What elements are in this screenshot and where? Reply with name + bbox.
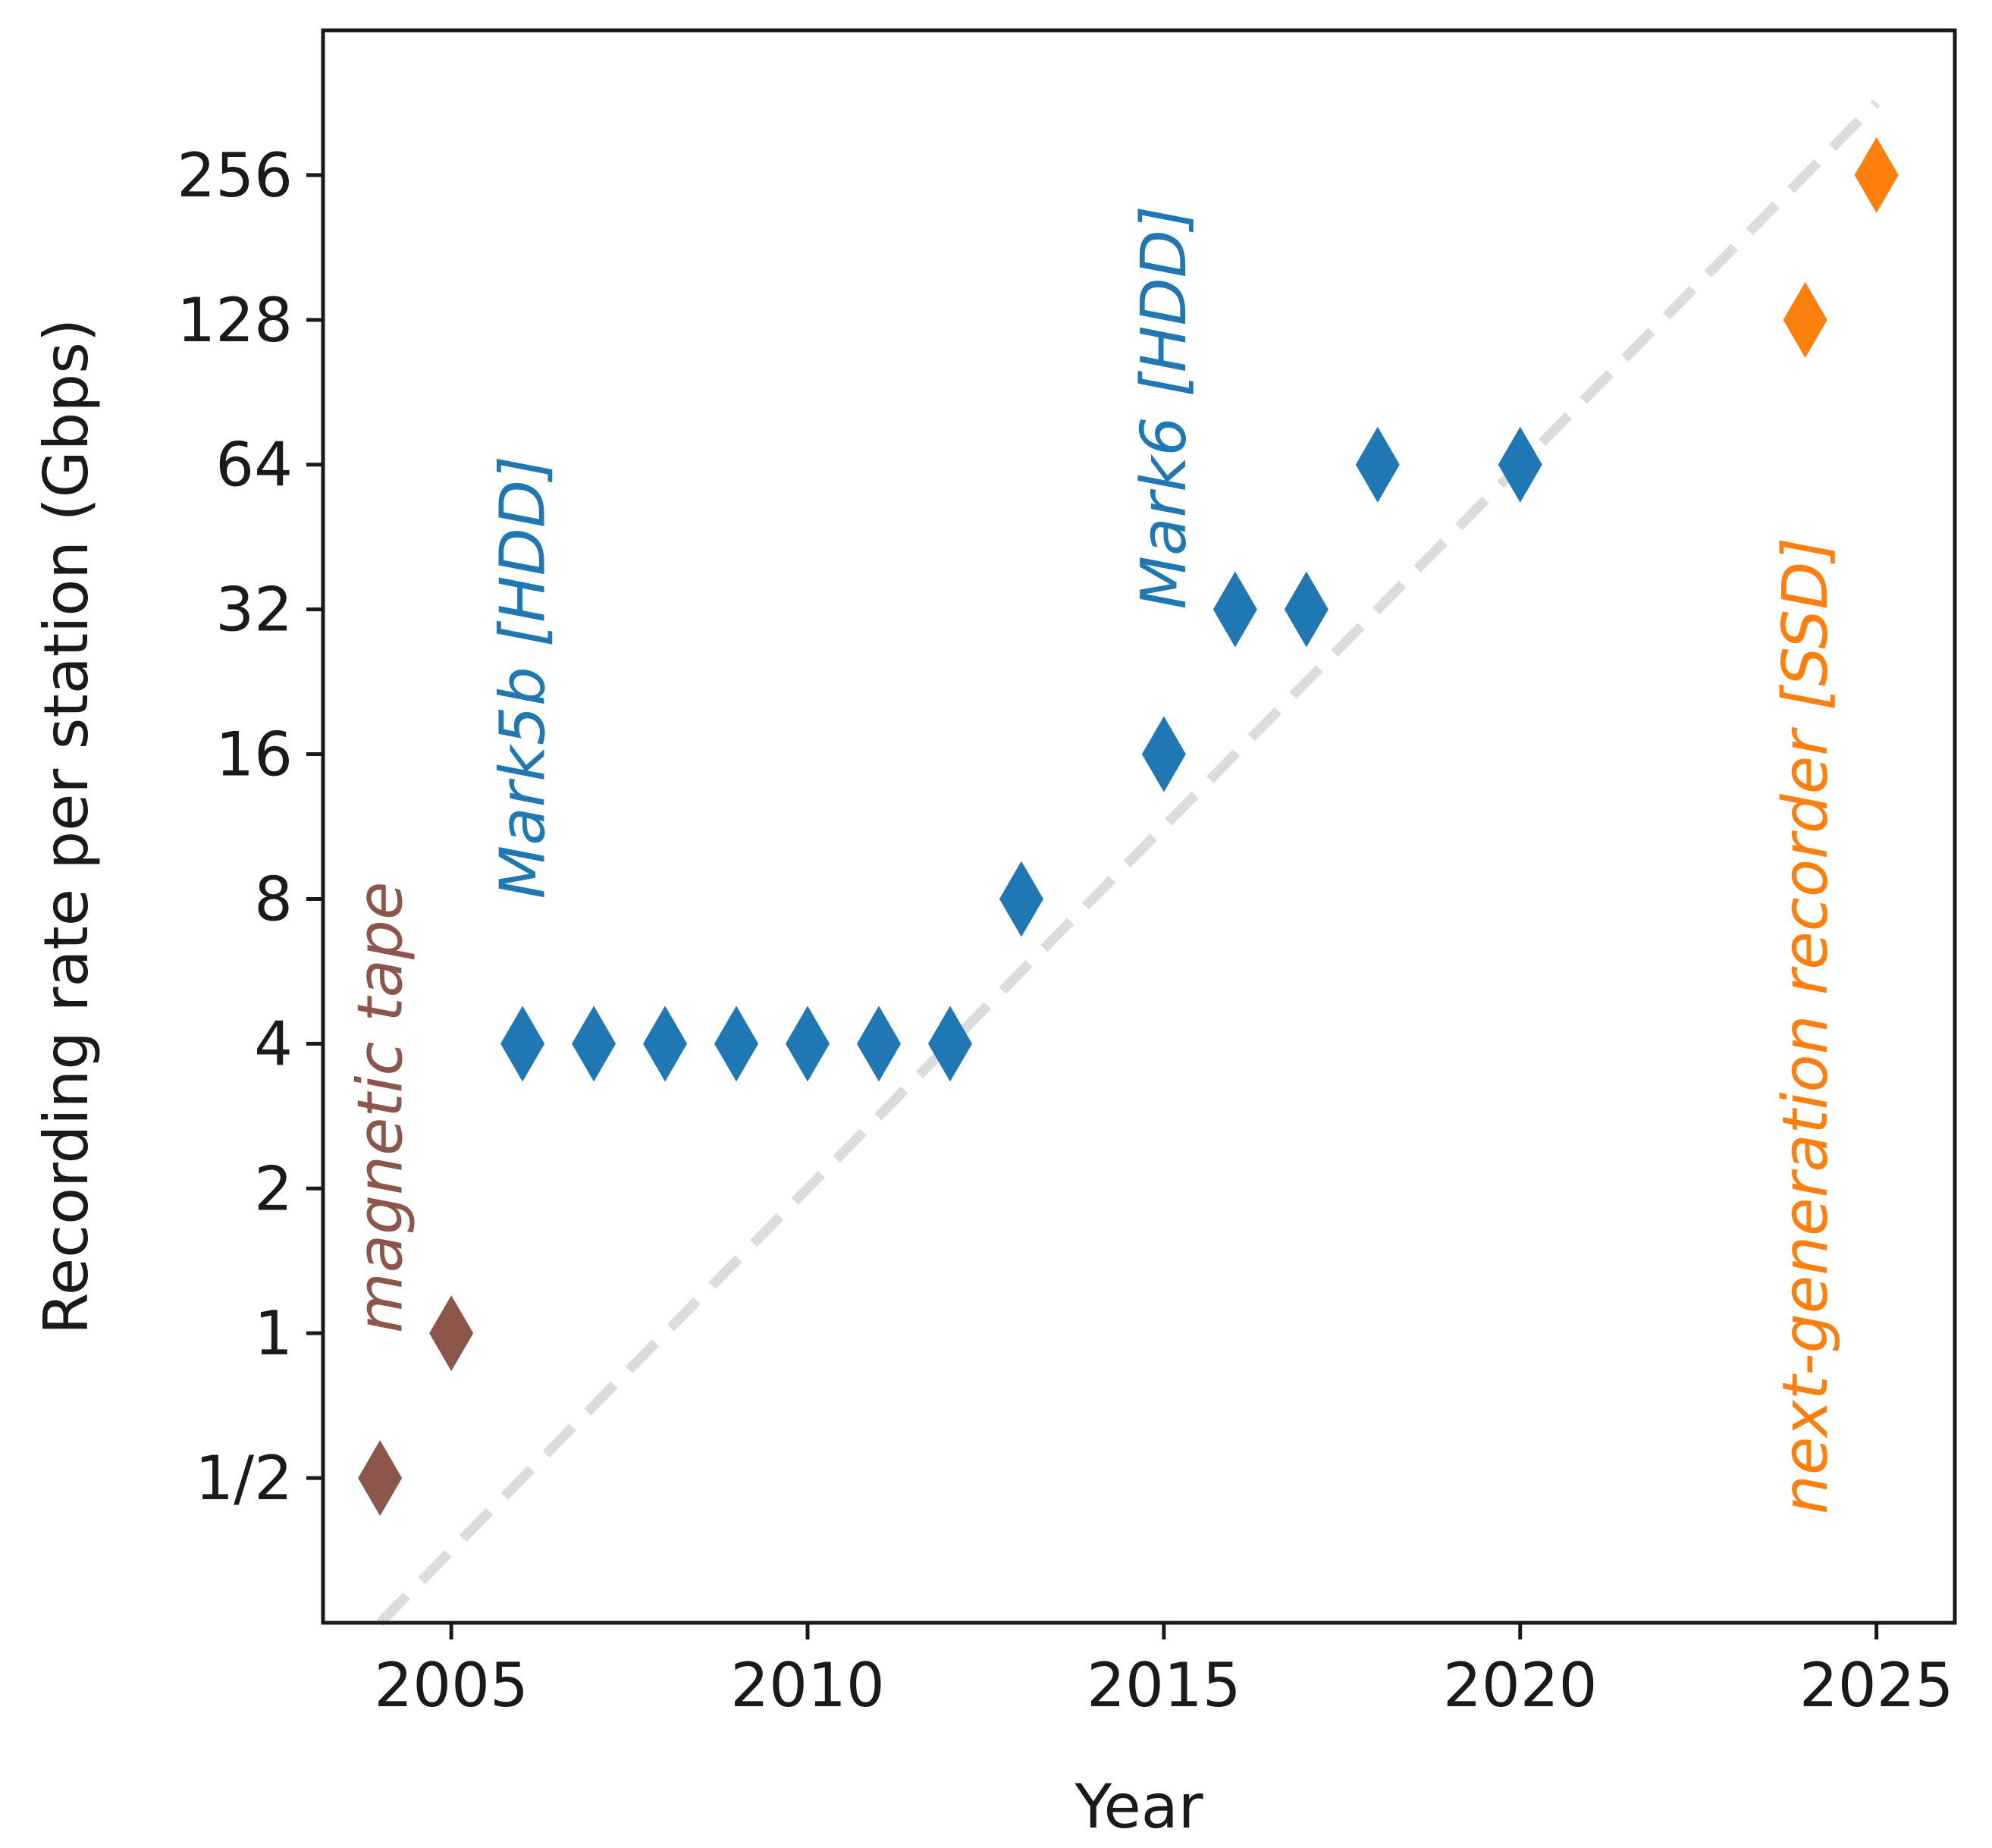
annotation-next-generation-recorder-ssd: next-generation recorder [SSD] <box>1770 538 1842 1514</box>
data-point-hdd-2018 <box>1355 426 1400 503</box>
annotation-layer: magnetic tape Mark5b [HDD] Mark6 [HDD] next… <box>344 206 1841 1514</box>
x-tick-label-2025: 2025 <box>1799 1650 1954 1721</box>
data-point-hdd-2012 <box>927 1006 972 1082</box>
marker-layer <box>358 136 1899 1517</box>
data-point-hdd-2015 <box>1141 716 1186 792</box>
x-axis-ticks: 2005 2010 2015 2020 2025 <box>374 1623 1953 1721</box>
x-tick-label-2005: 2005 <box>374 1650 529 1721</box>
data-point-magnetic-tape-2004 <box>358 1440 403 1517</box>
data-point-next-generation-recorder-2025 <box>1854 136 1899 213</box>
data-point-magnetic-tape-2005 <box>429 1295 474 1372</box>
data-point-hdd-2016 <box>1212 571 1257 648</box>
data-point-hdd-2010 <box>786 1006 830 1082</box>
y-tick-label-64: 64 <box>215 430 293 500</box>
y-tick-label-1-2: 1/2 <box>195 1443 293 1514</box>
annotation-mark6-hdd: Mark6 [HDD] <box>1128 206 1200 609</box>
plot-frame <box>321 28 1957 1625</box>
y-tick-label-2: 2 <box>254 1153 293 1224</box>
x-tick-label-2020: 2020 <box>1443 1650 1598 1721</box>
data-point-hdd-2017 <box>1284 571 1329 648</box>
trend-line <box>376 99 1881 1627</box>
y-tick-label-16: 16 <box>215 720 293 790</box>
annotation-mark5b-hdd: Mark5b [HDD] <box>487 456 559 899</box>
y-tick-label-4: 4 <box>254 1009 293 1079</box>
y-tick-label-256: 256 <box>177 140 293 211</box>
data-point-hdd-2007 <box>572 1006 616 1082</box>
data-point-hdd-2006 <box>500 1006 545 1082</box>
data-point-hdd-2009 <box>714 1006 759 1082</box>
data-point-hdd-2011 <box>856 1006 901 1082</box>
y-tick-label-128: 128 <box>177 285 293 356</box>
y-tick-label-1: 1 <box>254 1298 293 1369</box>
y-tick-label-32: 32 <box>215 575 293 645</box>
y-axis-label: Recording rate per station (Gbps) <box>31 318 102 1335</box>
data-point-hdd-2008 <box>643 1006 688 1082</box>
y-axis-ticks: 1/2 1 2 4 8 16 32 64 128 256 <box>177 140 323 1514</box>
x-axis-label: Year <box>1074 1771 1203 1842</box>
data-point-next-generation-recorder-2024 <box>1783 281 1827 358</box>
trend-layer <box>376 99 1881 1627</box>
x-tick-label-2010: 2010 <box>730 1650 885 1721</box>
data-point-hdd-2013 <box>999 861 1043 937</box>
annotation-magnetic-tape: magnetic tape <box>344 882 416 1334</box>
y-tick-label-8: 8 <box>254 864 293 934</box>
x-tick-label-2015: 2015 <box>1087 1650 1241 1721</box>
data-point-hdd-2020 <box>1498 426 1542 503</box>
